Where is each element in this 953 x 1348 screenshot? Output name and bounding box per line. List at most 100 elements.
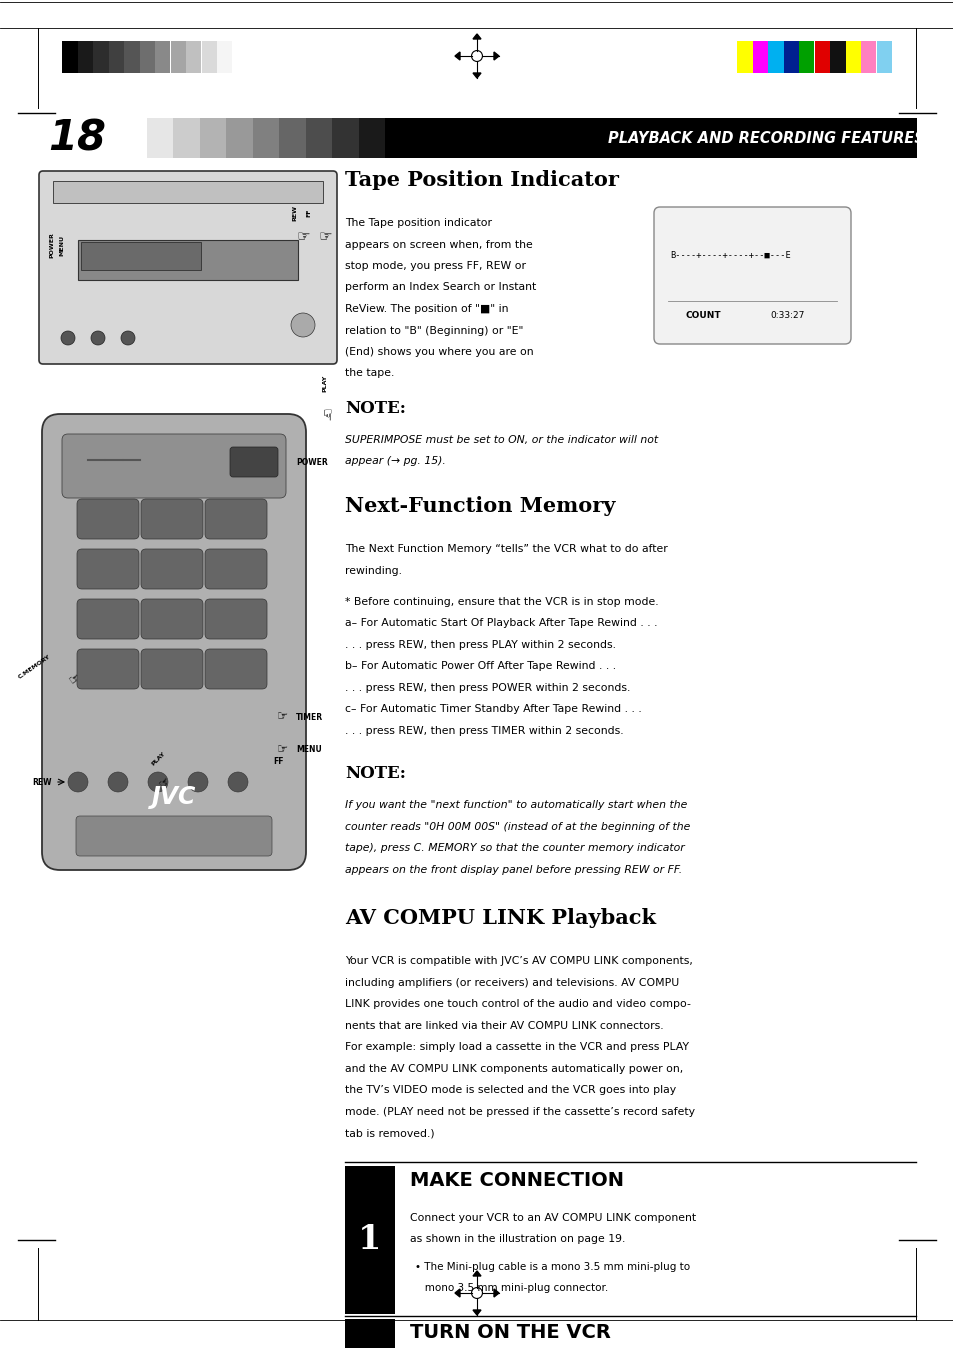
- Text: POWER: POWER: [50, 232, 54, 257]
- Polygon shape: [455, 53, 459, 61]
- Bar: [737, 40, 752, 73]
- Bar: [147, 119, 173, 158]
- Text: Tape Position Indicator: Tape Position Indicator: [345, 170, 618, 190]
- Text: as shown in the illustration on page 19.: as shown in the illustration on page 19.: [410, 1235, 625, 1244]
- FancyBboxPatch shape: [76, 816, 272, 856]
- Text: * Before continuing, ensure that the VCR is in stop mode.: * Before continuing, ensure that the VCR…: [345, 597, 658, 607]
- Text: . . . press REW, then press PLAY within 2 seconds.: . . . press REW, then press PLAY within …: [345, 640, 616, 650]
- Text: ☞: ☞: [67, 670, 83, 687]
- Bar: [677, 119, 704, 158]
- Bar: [226, 119, 253, 158]
- FancyBboxPatch shape: [141, 648, 203, 689]
- Text: a– For Automatic Start Of Playback After Tape Rewind . . .: a– For Automatic Start Of Playback After…: [345, 619, 657, 628]
- Text: PLAY: PLAY: [322, 375, 327, 392]
- Bar: [139, 40, 154, 73]
- FancyBboxPatch shape: [62, 434, 286, 497]
- Text: (End) shows you where you are on: (End) shows you where you are on: [345, 346, 533, 357]
- Text: PLAYBACK AND RECORDING FEATURES (cont.): PLAYBACK AND RECORDING FEATURES (cont.): [608, 131, 953, 146]
- Text: • The Mini-plug cable is a mono 3.5 mm mini-plug to: • The Mini-plug cable is a mono 3.5 mm m…: [415, 1262, 689, 1273]
- Bar: [729, 119, 757, 158]
- Bar: [385, 119, 413, 158]
- Bar: [154, 40, 171, 73]
- Bar: [829, 40, 844, 73]
- Text: The Tape position indicator: The Tape position indicator: [345, 218, 492, 228]
- Polygon shape: [473, 73, 480, 78]
- Text: AV COMPU LINK Playback: AV COMPU LINK Playback: [345, 909, 656, 929]
- Text: LINK provides one touch control of the audio and video compo-: LINK provides one touch control of the a…: [345, 999, 690, 1010]
- Bar: [844, 40, 861, 73]
- Bar: [199, 119, 227, 158]
- FancyBboxPatch shape: [205, 499, 267, 539]
- Text: Connect your VCR to an AV COMPU LINK component: Connect your VCR to an AV COMPU LINK com…: [410, 1213, 696, 1223]
- Text: REW: REW: [293, 205, 297, 221]
- Text: tab is removed.): tab is removed.): [345, 1128, 435, 1139]
- FancyBboxPatch shape: [205, 549, 267, 589]
- Bar: [124, 40, 139, 73]
- Bar: [862, 119, 889, 158]
- Bar: [171, 40, 186, 73]
- Text: JVC: JVC: [152, 785, 196, 809]
- Bar: [412, 119, 439, 158]
- Circle shape: [121, 332, 135, 345]
- Bar: [120, 119, 148, 158]
- Text: Your VCR is compatible with JVC’s AV COMPU LINK components,: Your VCR is compatible with JVC’s AV COM…: [345, 957, 692, 967]
- Bar: [201, 40, 216, 73]
- Text: Next-Function Memory: Next-Function Memory: [345, 496, 615, 516]
- Bar: [109, 40, 124, 73]
- Text: FF: FF: [306, 209, 312, 217]
- Bar: [358, 119, 386, 158]
- Text: ☞: ☞: [277, 710, 289, 724]
- Bar: [836, 119, 863, 158]
- Circle shape: [61, 332, 75, 345]
- Bar: [809, 119, 837, 158]
- Circle shape: [91, 332, 105, 345]
- Text: . . . press REW, then press TIMER within 2 seconds.: . . . press REW, then press TIMER within…: [345, 727, 623, 736]
- Text: PLAY: PLAY: [150, 751, 166, 767]
- Bar: [345, 1318, 395, 1348]
- Text: b– For Automatic Power Off After Tape Rewind . . .: b– For Automatic Power Off After Tape Re…: [345, 662, 616, 671]
- Text: ☞: ☞: [295, 229, 310, 244]
- Text: nents that are linked via their AV COMPU LINK connectors.: nents that are linked via their AV COMPU…: [345, 1020, 663, 1031]
- Text: For example: simply load a cassette in the VCR and press PLAY: For example: simply load a cassette in t…: [345, 1042, 688, 1053]
- Text: NOTE:: NOTE:: [345, 766, 405, 782]
- Text: 0:33:27: 0:33:27: [769, 311, 803, 319]
- FancyBboxPatch shape: [230, 448, 277, 477]
- Text: FF: FF: [273, 758, 283, 767]
- Polygon shape: [494, 53, 498, 61]
- Text: COUNT: COUNT: [684, 311, 720, 319]
- Text: If you want the "next function" to automatically start when the: If you want the "next function" to autom…: [345, 801, 687, 810]
- Text: ReView. The position of "■" in: ReView. The position of "■" in: [345, 305, 508, 314]
- FancyBboxPatch shape: [77, 499, 139, 539]
- Bar: [799, 40, 814, 73]
- FancyBboxPatch shape: [77, 648, 139, 689]
- Bar: [186, 40, 201, 73]
- Bar: [814, 40, 829, 73]
- Bar: [62, 40, 77, 73]
- Circle shape: [108, 772, 128, 793]
- Text: appears on the front display panel before pressing REW or FF.: appears on the front display panel befor…: [345, 865, 681, 875]
- Bar: [703, 119, 731, 158]
- Bar: [650, 119, 678, 158]
- FancyBboxPatch shape: [205, 648, 267, 689]
- Circle shape: [291, 313, 314, 337]
- Text: The Next Function Memory “tells” the VCR what to do after: The Next Function Memory “tells” the VCR…: [345, 545, 667, 554]
- Bar: [861, 40, 876, 73]
- Circle shape: [188, 772, 208, 793]
- Text: stop mode, you press FF, REW or: stop mode, you press FF, REW or: [345, 262, 525, 271]
- Text: REW: REW: [32, 778, 51, 786]
- FancyBboxPatch shape: [141, 549, 203, 589]
- FancyBboxPatch shape: [77, 599, 139, 639]
- Bar: [756, 119, 783, 158]
- Text: c– For Automatic Timer Standby After Tape Rewind . . .: c– For Automatic Timer Standby After Tap…: [345, 705, 641, 714]
- Bar: [464, 119, 492, 158]
- Text: relation to "B" (Beginning) or "E": relation to "B" (Beginning) or "E": [345, 325, 523, 336]
- Bar: [279, 119, 307, 158]
- Circle shape: [148, 772, 168, 793]
- Bar: [305, 119, 333, 158]
- Text: appear (→ pg. 15).: appear (→ pg. 15).: [345, 457, 445, 466]
- Text: the tape.: the tape.: [345, 368, 394, 379]
- Text: and the AV COMPU LINK components automatically power on,: and the AV COMPU LINK components automat…: [345, 1064, 682, 1074]
- Text: perform an Index Search or Instant: perform an Index Search or Instant: [345, 283, 536, 293]
- Bar: [767, 40, 782, 73]
- Polygon shape: [473, 34, 480, 39]
